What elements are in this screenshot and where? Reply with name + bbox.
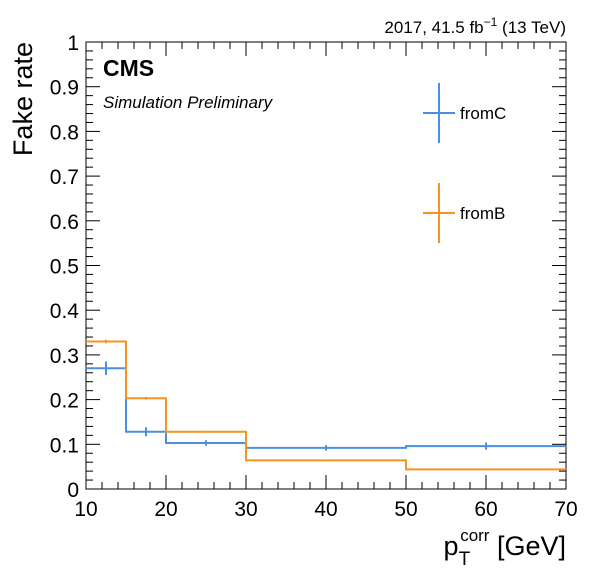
histogram-outline-fromC	[86, 367, 566, 449]
legend-label-fromC: fromC	[460, 104, 506, 123]
x-tick-label: 10	[74, 498, 97, 521]
x-tick-label: 40	[314, 498, 337, 521]
y-tick-label: 0.3	[50, 345, 79, 368]
y-tick-label: 0.7	[50, 166, 79, 189]
y-tick-label: 0.1	[50, 434, 79, 457]
y-tick-label: 0	[67, 479, 79, 502]
axis-tick-labels: 10 20 30 40 50 60 70 0 0.1 0.2 0.3 0.4 0.5 0.6 0.7 0.8 0…	[50, 32, 578, 521]
axis-ticks	[85, 41, 567, 490]
x-tick-label: 60	[474, 498, 497, 521]
x-tick-label: 50	[394, 498, 417, 521]
y-tick-label: 1	[67, 32, 79, 55]
series-fromB	[86, 339, 566, 471]
x-tick-label: 30	[234, 498, 257, 521]
histogram-series	[86, 339, 566, 471]
y-tick-label: 0.6	[50, 211, 79, 234]
x-tick-label: 20	[154, 498, 177, 521]
legend: fromC fromB	[423, 83, 506, 243]
x-tick-label: 70	[554, 498, 577, 521]
lumi-header: 2017, 41.5 fb−1 (13 TeV)	[384, 15, 566, 37]
y-tick-label: 0.9	[50, 77, 79, 100]
simulation-label: Simulation Preliminary	[103, 93, 274, 112]
legend-entry-fromB: fromB	[423, 183, 505, 243]
y-tick-label: 0.5	[50, 256, 79, 279]
x-axis-label: pTcorr [GeV]	[444, 526, 566, 570]
lumi-prefix: 2017, 41.5 fb	[384, 18, 483, 37]
x-axis-label-sup: corr	[460, 526, 490, 545]
x-axis-label-sub: T	[459, 549, 471, 570]
x-axis-label-unit: [GeV]	[489, 531, 566, 561]
series-fromC	[86, 361, 566, 451]
y-tick-label: 0.8	[50, 121, 79, 144]
legend-entry-fromC: fromC	[423, 83, 506, 143]
y-axis-label: Fake rate	[8, 42, 38, 156]
lumi-superscript: −1	[484, 15, 498, 29]
y-tick-label: 0.4	[50, 300, 80, 323]
y-tick-label: 0.2	[50, 390, 79, 413]
lumi-suffix: (13 TeV)	[497, 18, 566, 37]
legend-label-fromB: fromB	[460, 204, 505, 223]
x-axis-label-main: p	[444, 531, 459, 561]
cms-label: CMS	[103, 55, 154, 81]
